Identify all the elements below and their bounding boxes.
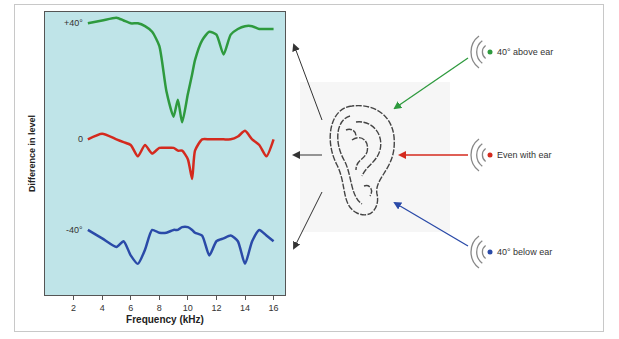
svg-text:14: 14 — [240, 303, 250, 313]
svg-text:16: 16 — [269, 303, 279, 313]
svg-text:10: 10 — [183, 303, 193, 313]
svg-text:8: 8 — [157, 303, 162, 313]
svg-text:Frequency (kHz): Frequency (kHz) — [126, 314, 204, 325]
svg-text:2: 2 — [71, 303, 76, 313]
svg-text:+40°: +40° — [64, 18, 83, 28]
svg-text:40° below ear: 40° below ear — [497, 247, 552, 257]
svg-text:6: 6 — [128, 303, 133, 313]
svg-text:Difference in level: Difference in level — [27, 115, 37, 192]
svg-text:-40°: -40° — [66, 225, 83, 235]
svg-text:12: 12 — [211, 303, 221, 313]
svg-text:Even with ear: Even with ear — [497, 150, 552, 160]
svg-text:40° above ear: 40° above ear — [497, 47, 553, 57]
svg-text:0: 0 — [78, 134, 83, 144]
svg-text:4: 4 — [100, 303, 105, 313]
